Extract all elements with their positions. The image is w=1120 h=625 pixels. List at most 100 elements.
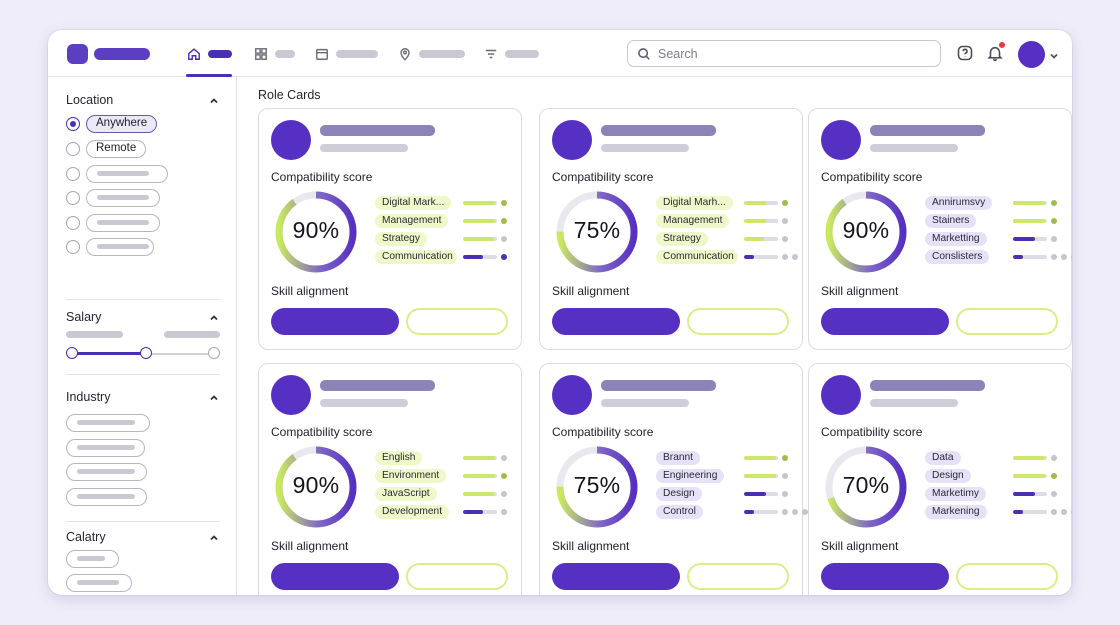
calatry-option[interactable] xyxy=(66,574,132,592)
compatibility-label: Compatibility score xyxy=(821,170,923,184)
calatry-collapse-toggle[interactable] xyxy=(208,531,220,543)
nav-location[interactable] xyxy=(398,45,465,63)
industry-option[interactable] xyxy=(66,488,147,506)
secondary-action-button[interactable] xyxy=(687,563,789,590)
filter-sidebar: Location Anywhere Remote Salary xyxy=(48,77,237,595)
skill-row: Digital Marh... xyxy=(656,196,796,210)
skill-tag: Conslisters xyxy=(925,250,990,264)
industry-option[interactable] xyxy=(66,463,147,481)
role-subtitle-placeholder xyxy=(870,144,958,152)
skill-dot xyxy=(1061,254,1067,260)
secondary-action-button[interactable] xyxy=(956,308,1058,335)
location-option-remote[interactable]: Remote xyxy=(66,140,147,158)
salary-mid-handle[interactable] xyxy=(140,347,152,359)
compatibility-percent: 90% xyxy=(292,217,340,243)
skill-level-bar xyxy=(463,237,497,241)
location-option[interactable] xyxy=(66,238,154,256)
secondary-action-button[interactable] xyxy=(687,308,789,335)
primary-action-button[interactable] xyxy=(821,563,949,590)
salary-max-handle[interactable] xyxy=(208,347,220,359)
radio-button[interactable] xyxy=(66,191,80,205)
help-icon xyxy=(957,45,973,61)
nav-grid-label xyxy=(275,50,295,58)
skill-tag: Design xyxy=(925,469,971,483)
salary-min-handle[interactable] xyxy=(66,347,78,359)
skill-row: Annirumsvy xyxy=(925,196,1065,210)
industry-option[interactable] xyxy=(66,414,150,432)
search-icon xyxy=(638,47,650,60)
radio-button[interactable] xyxy=(66,167,80,181)
role-title-placeholder xyxy=(870,380,985,391)
skill-level-bar xyxy=(1013,201,1047,205)
app-window: Location Anywhere Remote Salary xyxy=(48,30,1072,595)
industry-option[interactable] xyxy=(66,439,145,457)
skill-row: Management xyxy=(375,214,515,228)
search-input[interactable] xyxy=(658,46,918,61)
skill-tag: Brannt xyxy=(656,451,701,465)
user-menu-toggle[interactable] xyxy=(1049,48,1059,59)
role-card[interactable]: Compatibility score 75% Digital Marh... xyxy=(539,108,803,350)
skill-tag: Management xyxy=(375,214,449,228)
role-card[interactable]: Compatibility score 75% Brannt Engi xyxy=(539,363,808,595)
skill-tag: Development xyxy=(375,505,450,519)
skill-level-bar xyxy=(744,510,778,514)
role-card[interactable]: Compatibility score 70% Data Design xyxy=(808,363,1072,595)
nav-home[interactable] xyxy=(187,45,232,63)
help-button[interactable] xyxy=(956,44,974,62)
skill-alignment-label: Skill alignment xyxy=(552,539,630,553)
radio-button[interactable] xyxy=(66,240,80,254)
primary-action-button[interactable] xyxy=(271,563,399,590)
notification-badge xyxy=(998,41,1006,49)
primary-action-button[interactable] xyxy=(271,308,399,335)
location-collapse-toggle[interactable] xyxy=(208,94,220,106)
salary-range-fill xyxy=(72,352,146,355)
role-card[interactable]: Compatibility score 90% English Env xyxy=(258,363,522,595)
nav-grid[interactable] xyxy=(254,45,295,63)
candidate-avatar xyxy=(821,375,861,415)
role-card[interactable]: Compatibility score 90% Annirumsvy xyxy=(808,108,1072,350)
salary-collapse-toggle[interactable] xyxy=(208,311,220,323)
role-subtitle-placeholder xyxy=(601,399,689,407)
location-section-title: Location xyxy=(66,93,114,107)
primary-action-button[interactable] xyxy=(552,308,680,335)
location-option[interactable] xyxy=(66,165,168,183)
role-card[interactable]: Compatibility score 90% Digital Mark... xyxy=(258,108,522,350)
skill-row: Engineering xyxy=(656,469,796,483)
calatry-option[interactable] xyxy=(66,550,119,568)
nav-filter[interactable] xyxy=(484,45,539,63)
top-bar xyxy=(48,30,1072,77)
location-option[interactable] xyxy=(66,189,160,207)
skill-row: Stainers xyxy=(925,214,1065,228)
section-divider xyxy=(66,299,220,300)
location-option-anywhere[interactable]: Anywhere xyxy=(66,115,158,133)
skill-row: English xyxy=(375,451,515,465)
radio-button[interactable] xyxy=(66,142,80,156)
skill-row: Marketimy xyxy=(925,487,1065,501)
primary-action-button[interactable] xyxy=(821,308,949,335)
nav-calendar[interactable] xyxy=(315,45,378,63)
skill-level-bar xyxy=(744,255,778,259)
location-option[interactable] xyxy=(66,214,160,232)
skill-dot xyxy=(1051,491,1057,497)
notifications-button[interactable] xyxy=(986,41,1006,62)
skill-tag: Communication xyxy=(375,250,457,264)
radio-button[interactable] xyxy=(66,117,80,131)
search-bar[interactable] xyxy=(627,40,941,67)
skill-dot xyxy=(782,473,788,479)
user-avatar[interactable] xyxy=(1018,41,1045,68)
industry-collapse-toggle[interactable] xyxy=(208,391,220,403)
compatibility-label: Compatibility score xyxy=(552,425,654,439)
skill-row: Control xyxy=(656,505,808,519)
role-subtitle-placeholder xyxy=(601,144,689,152)
skill-tag: Marketimy xyxy=(925,487,986,501)
skill-level-bar xyxy=(463,492,497,496)
skill-dot xyxy=(792,509,798,515)
primary-action-button[interactable] xyxy=(552,563,680,590)
skill-tag: Markening xyxy=(925,505,987,519)
skill-level-bar xyxy=(1013,492,1047,496)
secondary-action-button[interactable] xyxy=(406,563,508,590)
role-title-placeholder xyxy=(870,125,985,136)
secondary-action-button[interactable] xyxy=(956,563,1058,590)
secondary-action-button[interactable] xyxy=(406,308,508,335)
radio-button[interactable] xyxy=(66,216,80,230)
